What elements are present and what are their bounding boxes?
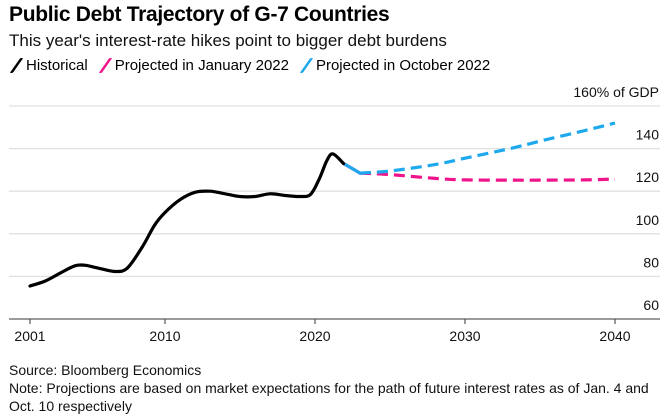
y-tick-label-100: 100 [636,212,660,228]
series-line-projected-in-october-2022-connector [341,161,362,175]
series-line-historical [28,152,346,288]
x-tick-label-2001: 2001 [14,328,45,344]
chart-title: Public Debt Trajectory of G-7 Countries [9,3,390,26]
legend: Historical Projected in January 2022 Pro… [9,57,500,74]
footer: Source: Bloomberg Economics Note: Projec… [9,361,659,415]
legend-label-january: Projected in January 2022 [114,57,289,74]
projection-note: Note: Projections are based on market ex… [9,380,649,414]
y-tick-label-120: 120 [636,169,660,185]
y-tick-label-140: 140 [636,127,660,143]
x-tick-label-2020: 2020 [299,328,330,344]
series-line-projected-in-january-2022 [359,171,616,182]
x-tick-label-2010: 2010 [149,328,180,344]
source-note: Source: Bloomberg Economics [9,362,202,378]
x-axis [9,318,660,324]
legend-item-january: Projected in January 2022 [98,57,289,74]
y-tick-label-160: 160% of GDP [573,84,659,100]
gridlines [9,105,660,278]
x-tick-labels: 2001 2010 2020 2030 2040 [14,328,630,344]
x-tick-label-2040: 2040 [599,328,630,344]
y-tick-labels: 60 80 100 120 140 160% of GDP [573,84,659,313]
legend-item-october: Projected in October 2022 [299,57,490,74]
chart-plot: 60 80 100 120 140 160% of GDP 2001 2010 2020 203… [9,84,660,344]
y-tick-label-60: 60 [643,297,659,313]
x-tick-label-2030: 2030 [449,328,480,344]
chart-subtitle: This year's interest-rate hikes point to… [9,31,447,50]
legend-label-historical: Historical [26,57,88,74]
legend-label-october: Projected in October 2022 [315,57,491,74]
y-tick-label-80: 80 [643,254,659,270]
series-line-projected-in-october-2022 [359,121,616,175]
legend-item-historical: Historical [9,57,88,74]
series-lines [28,121,616,288]
